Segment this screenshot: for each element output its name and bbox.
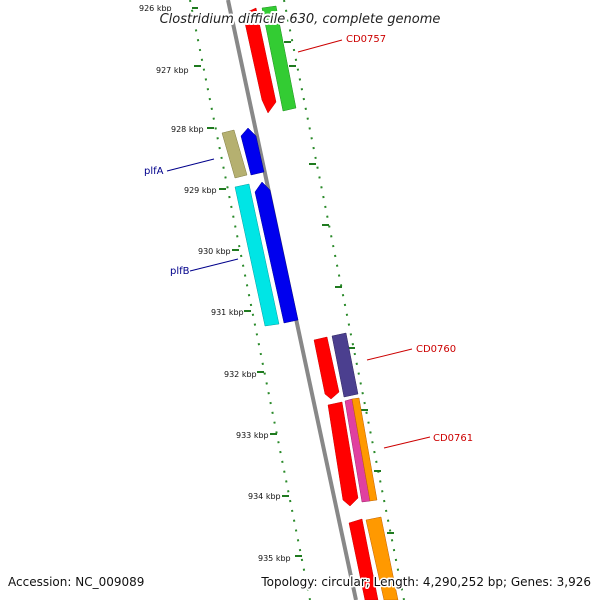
summary-halo: Topology: circular; Length: 4,290,252 bp… bbox=[260, 575, 591, 589]
tick-label: 929 kbp bbox=[184, 186, 217, 195]
gene-arrow-cd0757[interactable] bbox=[261, 5, 297, 112]
tick-label: 935 kbp bbox=[258, 554, 291, 563]
gene-arrow-red-2[interactable] bbox=[313, 336, 340, 400]
tick-label: 926 kbp bbox=[139, 4, 172, 13]
tick-label: 934 kbp bbox=[248, 492, 281, 501]
gene-label-plfb[interactable]: plfB bbox=[170, 266, 190, 277]
gene-arrow-red-4[interactable] bbox=[348, 518, 379, 600]
tick-label: 933 kbp bbox=[236, 431, 269, 440]
tick-label: 927 kbp bbox=[156, 66, 189, 75]
leader-lines bbox=[166, 39, 431, 449]
gene-label-cd0757[interactable]: CD0757 bbox=[346, 34, 386, 45]
gene-arrow-orange[interactable] bbox=[365, 516, 399, 600]
tick-marks-left bbox=[192, 7, 302, 557]
gene-arrow-plfa[interactable] bbox=[240, 127, 265, 176]
tick-label: 932 kbp bbox=[224, 370, 257, 379]
gene-label-plfa[interactable]: plfA bbox=[144, 166, 164, 177]
tick-label: 930 kbp bbox=[198, 247, 231, 256]
gene-arrow-red-3[interactable] bbox=[327, 401, 359, 507]
gene-arrows bbox=[221, 5, 399, 600]
tick-labels: 926 kbp 927 kbp 928 kbp 929 kbp 930 kbp … bbox=[139, 4, 291, 563]
tick-label: 928 kbp bbox=[171, 125, 204, 134]
gene-arrow-red[interactable] bbox=[242, 7, 277, 114]
gene-label-cd0761[interactable]: CD0761 bbox=[433, 433, 473, 444]
page-title: Clostridium difficile 630, complete geno… bbox=[160, 12, 441, 27]
accession-text: Accession: NC_009089 bbox=[8, 575, 144, 589]
accession-halo: Accession: NC_009089 bbox=[8, 575, 144, 589]
title-halo: Clostridium difficile 630, complete geno… bbox=[160, 12, 441, 27]
gene-arrow-cyan[interactable] bbox=[234, 183, 280, 327]
gene-arrow-plfb[interactable] bbox=[254, 181, 299, 324]
gene-arrow-cd0760[interactable] bbox=[331, 332, 359, 398]
gene-arrow-olive[interactable] bbox=[221, 129, 248, 179]
tick-label: 931 kbp bbox=[211, 308, 244, 317]
gene-label-cd0760[interactable]: CD0760 bbox=[416, 344, 456, 355]
scale-track-right bbox=[283, 0, 405, 600]
gene-arrow-cd0761[interactable] bbox=[351, 397, 378, 502]
scale-track-left bbox=[189, 0, 311, 600]
genome-summary: Topology: circular; Length: 4,290,252 bp… bbox=[260, 575, 591, 589]
